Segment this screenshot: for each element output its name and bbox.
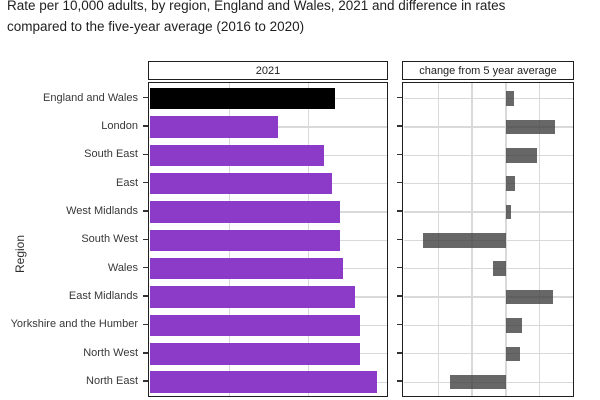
panel-2021 (148, 82, 388, 397)
y-axis-tick (397, 181, 402, 184)
region-label: South East (84, 148, 138, 161)
y-axis-tick (143, 267, 148, 269)
y-axis-tick (397, 238, 402, 241)
bar-change-london (505, 119, 555, 135)
facet-header-2021: 2021 (148, 61, 388, 80)
bar-change-england-and-wales (505, 91, 514, 106)
y-axis-tick (143, 96, 148, 99)
bar-change-yorkshire-and-the-humber (505, 318, 523, 333)
bar-change-north-east (450, 374, 506, 390)
y-axis-tick (143, 238, 148, 241)
region-label: South West (81, 233, 138, 246)
horizontal-gridline (404, 324, 573, 327)
y-axis-tick (143, 210, 148, 212)
bar-2021-england-and-wales (150, 87, 335, 110)
horizontal-gridline (404, 97, 573, 100)
y-axis-tick (397, 210, 402, 212)
bar-change-east (505, 176, 515, 191)
bar-2021-west-midlands (150, 201, 341, 223)
region-label: Yorkshire and the Humber (10, 318, 138, 331)
bar-change-wales (493, 261, 506, 276)
bar-2021-east-midlands (150, 286, 356, 308)
chart-title-line1: Rate per 10,000 adults, by region, Engla… (7, 0, 506, 13)
y-axis-tick (143, 352, 148, 354)
region-label: East Midlands (68, 290, 138, 303)
y-axis-tick (397, 153, 402, 155)
horizontal-gridline (404, 154, 573, 156)
y-axis-tick (397, 96, 402, 99)
facet-header-change: change from 5 year average (402, 61, 574, 80)
bar-change-south-west (422, 233, 506, 248)
y-axis-tick (397, 267, 402, 269)
y-axis-tick (397, 125, 402, 127)
bar-2021-south-west (150, 229, 341, 252)
horizontal-gridline (404, 211, 573, 213)
bar-2021-east (150, 172, 333, 195)
horizontal-gridline (404, 296, 573, 298)
region-label: London (101, 119, 138, 132)
chart-title-line2: compared to the five-year average (2016 … (7, 19, 305, 34)
region-label: North East (86, 375, 138, 388)
vertical-gridline (505, 83, 507, 396)
region-label: England and Wales (43, 91, 138, 104)
y-axis-tick (143, 380, 148, 382)
vertical-gridline (539, 83, 541, 396)
horizontal-gridline (404, 183, 573, 185)
y-axis-tick (143, 181, 148, 184)
region-label: North West (83, 346, 138, 359)
bar-change-south-east (505, 148, 538, 163)
horizontal-gridline (404, 126, 573, 128)
y-axis-tick (397, 380, 402, 382)
y-axis-tick (143, 153, 148, 155)
bar-2021-north-east (150, 371, 377, 393)
horizontal-gridline (404, 353, 573, 355)
panel-change (402, 82, 574, 397)
bar-2021-yorkshire-and-the-humber (150, 314, 360, 337)
horizontal-gridline (404, 268, 573, 270)
bar-2021-north-west (150, 343, 360, 365)
region-label: East (115, 176, 138, 189)
y-axis-tick (143, 295, 148, 297)
y-axis-tick (143, 125, 148, 127)
bar-2021-london (150, 116, 279, 138)
y-axis-tick (143, 323, 148, 326)
y-axis-tick (397, 323, 402, 326)
region-label: West Midlands (66, 205, 138, 218)
bar-change-north-west (505, 346, 520, 362)
region-label: Wales (107, 261, 138, 274)
bar-2021-wales (150, 257, 344, 280)
chart-title: Rate per 10,000 adults, by region, Engla… (7, 0, 505, 37)
y-axis-tick (397, 295, 402, 297)
bar-change-east-midlands (505, 289, 553, 305)
bar-2021-south-east (150, 144, 325, 167)
y-axis-tick (397, 352, 402, 354)
bar-change-west-midlands (505, 204, 511, 220)
